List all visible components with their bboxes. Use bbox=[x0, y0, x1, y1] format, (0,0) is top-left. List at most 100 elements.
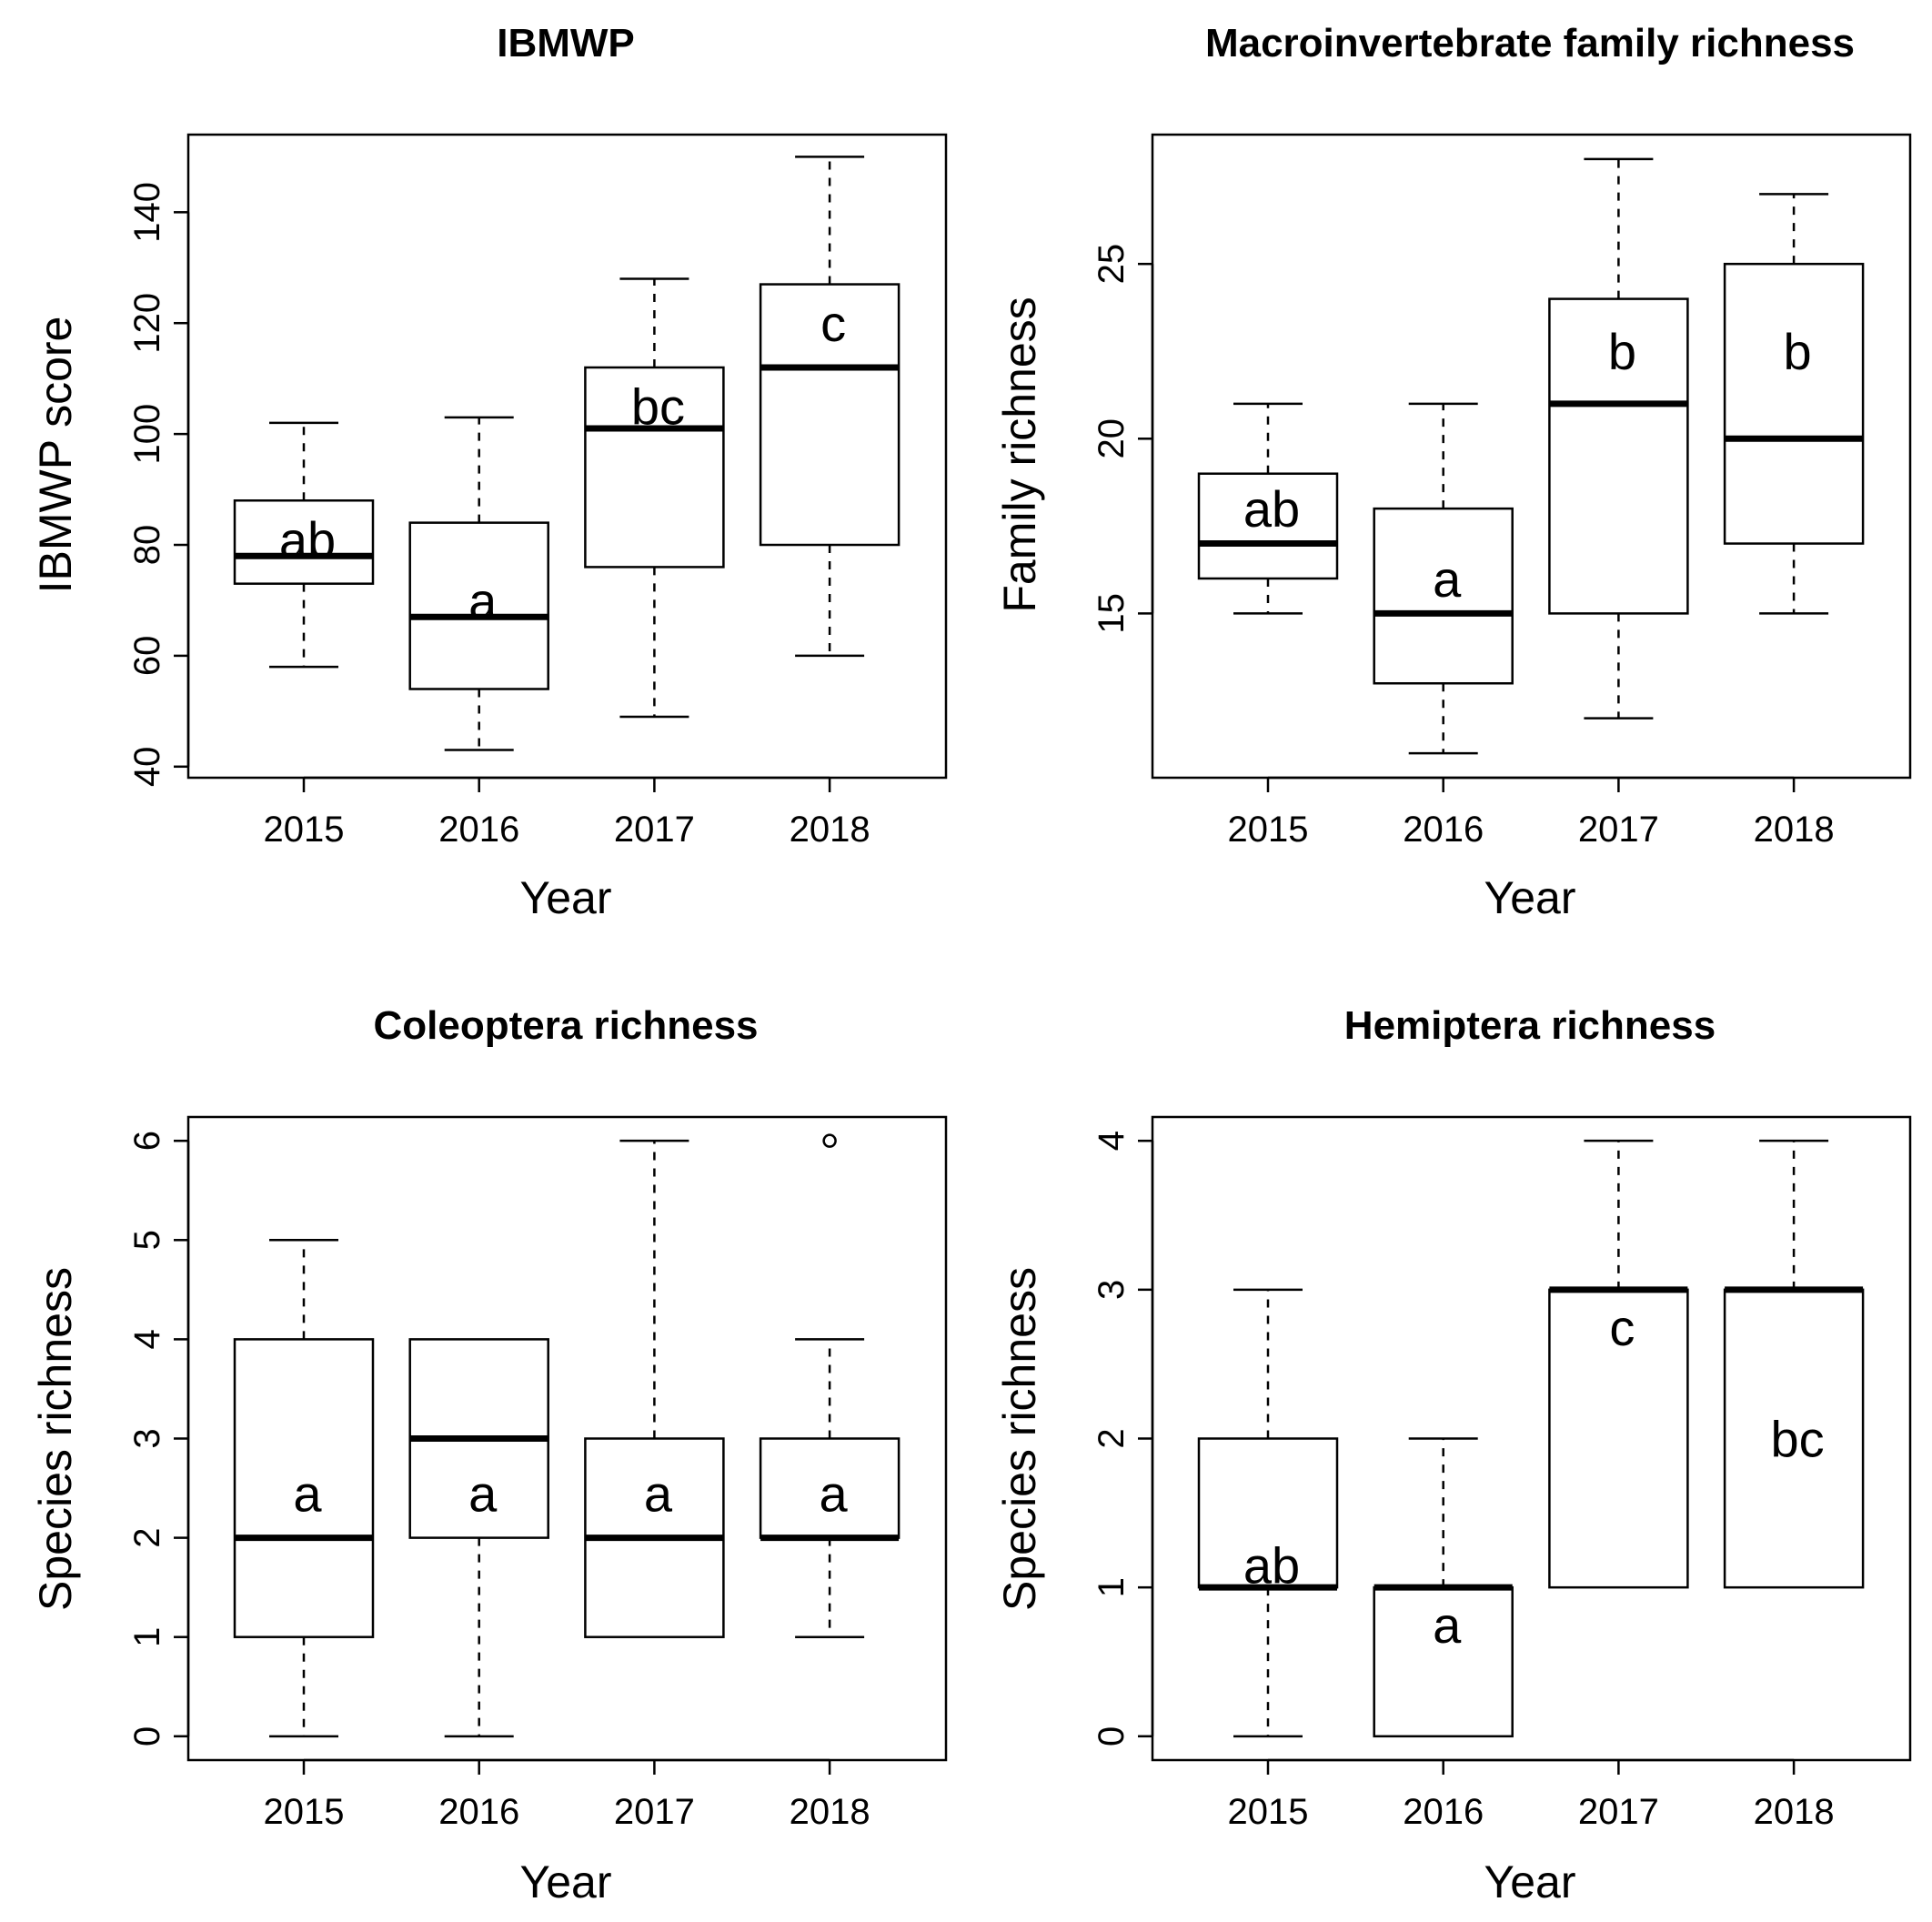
y-axis-label: Species richness bbox=[994, 1267, 1045, 1611]
panel-title: Hemiptera richness bbox=[1344, 1003, 1716, 1048]
x-tick-label: 2017 bbox=[614, 810, 695, 850]
y-axis-label: Species richness bbox=[30, 1267, 81, 1611]
x-tick-label: 2015 bbox=[1228, 1792, 1309, 1832]
box-2018: c bbox=[759, 156, 901, 658]
y-tick-label: 140 bbox=[127, 182, 167, 243]
iqr-box bbox=[759, 1437, 901, 1539]
y-tick-label: 40 bbox=[127, 747, 167, 788]
significance-letter: ab bbox=[1243, 480, 1300, 538]
box-2018: bc bbox=[1723, 1139, 1865, 1589]
iqr-box bbox=[759, 283, 901, 547]
y-axis-label: Family richness bbox=[994, 297, 1045, 612]
iqr-box bbox=[1197, 472, 1339, 580]
significance-letter: bc bbox=[631, 378, 685, 436]
box-2015: ab bbox=[1197, 1288, 1339, 1738]
significance-letter: ab bbox=[279, 511, 336, 569]
iqr-box bbox=[1548, 297, 1689, 615]
panel-ibmwp: IBMWP Year IBMWP score 40 60 80 100 120 140 20… bbox=[30, 21, 948, 923]
significance-letter: a bbox=[293, 1465, 322, 1523]
box-2017: c bbox=[1548, 1139, 1689, 1589]
x-axis-label: Year bbox=[1484, 872, 1575, 923]
x-axis-label: Year bbox=[519, 1857, 611, 1907]
y-tick-label: 1 bbox=[1092, 1577, 1132, 1597]
panel-hemiptera-richness: Hemiptera richness Year Species richness… bbox=[994, 1003, 1912, 1907]
panel-family-richness: Macroinvertebrate family richness Year F… bbox=[994, 21, 1912, 923]
x-axis-label: Year bbox=[1484, 1857, 1575, 1907]
box-2017: bc bbox=[584, 277, 725, 719]
x-tick-label: 2016 bbox=[1403, 1792, 1484, 1832]
panel-title: Macroinvertebrate family richness bbox=[1205, 21, 1855, 65]
y-tick-label: 80 bbox=[127, 525, 167, 566]
y-tick-label: 3 bbox=[127, 1428, 167, 1448]
y-tick-label: 25 bbox=[1092, 244, 1132, 285]
x-tick-label: 2018 bbox=[790, 810, 870, 850]
x-tick-label: 2018 bbox=[1754, 810, 1835, 850]
iqr-box bbox=[584, 366, 725, 569]
box-2016: a bbox=[408, 1338, 549, 1738]
significance-letter: a bbox=[468, 1465, 498, 1523]
y-tick-label: 2 bbox=[1092, 1428, 1132, 1448]
x-tick-label: 2018 bbox=[790, 1792, 870, 1832]
significance-letter: a bbox=[644, 1465, 673, 1523]
significance-letter: a bbox=[1433, 550, 1462, 608]
box-2016: a bbox=[1373, 402, 1514, 755]
y-tick-label: 60 bbox=[127, 636, 167, 677]
iqr-box bbox=[1548, 1288, 1689, 1589]
significance-letter: c bbox=[1609, 1299, 1635, 1356]
x-tick-label: 2015 bbox=[1228, 810, 1309, 850]
y-tick-label: 0 bbox=[127, 1726, 167, 1746]
x-tick-label: 2015 bbox=[264, 810, 345, 850]
y-tick-label: 4 bbox=[127, 1329, 167, 1349]
box-2015: a bbox=[233, 1239, 375, 1738]
box-2017: b bbox=[1548, 157, 1689, 719]
y-tick-label: 120 bbox=[127, 293, 167, 354]
significance-letter: c bbox=[820, 295, 846, 352]
iqr-box bbox=[1723, 1288, 1865, 1589]
panel-title: Coleoptera richness bbox=[373, 1003, 758, 1048]
significance-letter: ab bbox=[1243, 1537, 1300, 1595]
iqr-box bbox=[233, 499, 375, 585]
y-tick-label: 15 bbox=[1092, 593, 1132, 634]
iqr-box bbox=[408, 521, 549, 690]
y-tick-label: 0 bbox=[1092, 1726, 1132, 1746]
significance-letter: bc bbox=[1771, 1411, 1825, 1468]
panel-coleoptera-richness: Coleoptera richness Year Species richnes… bbox=[30, 1003, 948, 1907]
y-axis-label: IBMWP score bbox=[30, 317, 81, 594]
box-2016: a bbox=[408, 416, 549, 751]
y-tick-label: 4 bbox=[1092, 1131, 1132, 1151]
box-2017: a bbox=[584, 1139, 725, 1638]
iqr-box bbox=[1197, 1437, 1339, 1589]
iqr-box bbox=[233, 1338, 375, 1638]
x-tick-label: 2017 bbox=[1578, 1792, 1659, 1832]
y-tick-label: 20 bbox=[1092, 418, 1132, 459]
box-2018: b bbox=[1723, 193, 1865, 615]
x-tick-label: 2015 bbox=[264, 1792, 345, 1832]
x-tick-label: 2016 bbox=[438, 810, 519, 850]
significance-letter: a bbox=[820, 1465, 849, 1523]
x-tick-label: 2018 bbox=[1754, 1792, 1835, 1832]
y-tick-label: 100 bbox=[127, 404, 167, 465]
panel-title: IBMWP bbox=[497, 21, 635, 65]
y-tick-label: 1 bbox=[127, 1627, 167, 1647]
x-tick-label: 2016 bbox=[1403, 810, 1484, 850]
x-tick-label: 2016 bbox=[438, 1792, 519, 1832]
y-tick-label: 3 bbox=[1092, 1280, 1132, 1300]
significance-letter: a bbox=[1433, 1596, 1462, 1654]
outlier-point bbox=[822, 1133, 837, 1148]
y-tick-label: 5 bbox=[127, 1230, 167, 1250]
significance-letter: b bbox=[1608, 323, 1636, 380]
box-2015: ab bbox=[233, 421, 375, 669]
box-2016: a bbox=[1373, 1437, 1514, 1738]
y-tick-label: 6 bbox=[127, 1131, 167, 1151]
box-2015: ab bbox=[1197, 402, 1339, 615]
x-axis-label: Year bbox=[519, 872, 611, 923]
y-tick-label: 2 bbox=[127, 1527, 167, 1547]
x-tick-label: 2017 bbox=[1578, 810, 1659, 850]
significance-letter: a bbox=[468, 572, 498, 629]
iqr-box bbox=[1373, 507, 1514, 685]
significance-letter: b bbox=[1784, 323, 1812, 380]
box-2018: a bbox=[759, 1133, 901, 1638]
iqr-box bbox=[1723, 262, 1865, 545]
x-tick-label: 2017 bbox=[614, 1792, 695, 1832]
